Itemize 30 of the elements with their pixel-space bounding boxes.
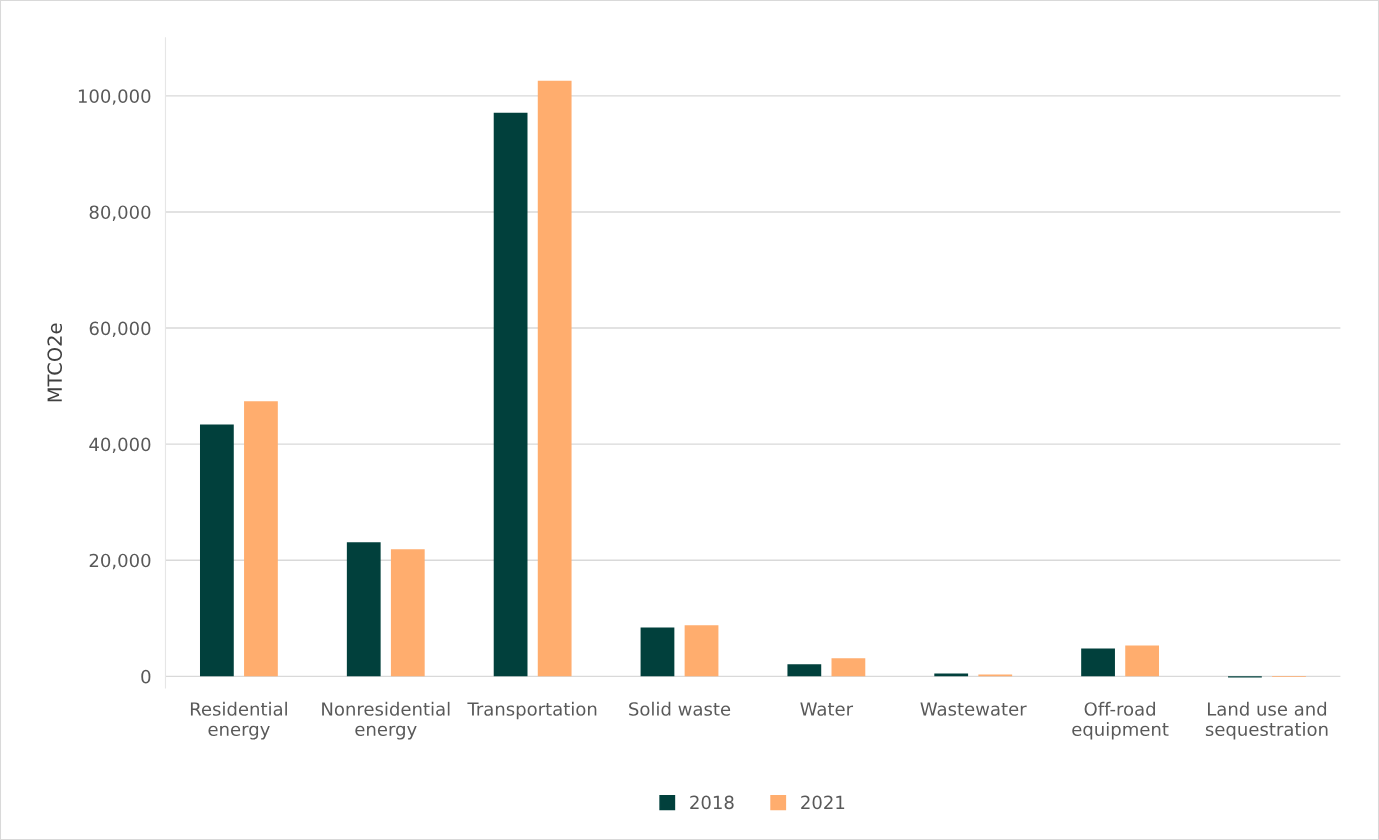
legend-label: 2021 [801, 795, 845, 810]
x-tick-label: Residential energy [190, 701, 287, 740]
y-tick-label: 40,000 [89, 437, 151, 454]
bar [537, 80, 572, 677]
bar [640, 627, 675, 677]
bar [244, 401, 278, 677]
bar [1081, 648, 1115, 677]
bar [1125, 645, 1160, 677]
y-tick-label: 100,000 [78, 89, 151, 105]
x-tick-label: Off-road equipment [1072, 701, 1169, 740]
bar [787, 664, 822, 677]
bar [684, 625, 719, 677]
bar [199, 424, 234, 677]
y-tick-label: 80,000 [89, 205, 151, 221]
bar [934, 673, 969, 677]
x-tick-label: Solid waste [629, 701, 731, 716]
y-tick-label: 0 [141, 669, 151, 684]
x-tick-label: Water [800, 702, 854, 716]
bar [390, 549, 425, 677]
bar [346, 542, 381, 677]
x-tick-label: Land use and sequestration [1205, 701, 1328, 740]
y-tick-label: 60,000 [89, 321, 151, 338]
bar [493, 112, 528, 677]
x-tick-label: Nonresidential energy [322, 701, 450, 740]
x-tick-label: Transportation [467, 701, 597, 720]
y-tick-label: 20,000 [89, 553, 151, 570]
x-tick-label: Wastewater [920, 702, 1027, 716]
bar [831, 658, 866, 677]
y-axis-title: MTCO2e [47, 323, 63, 402]
legend-label: 2018 [690, 795, 734, 810]
